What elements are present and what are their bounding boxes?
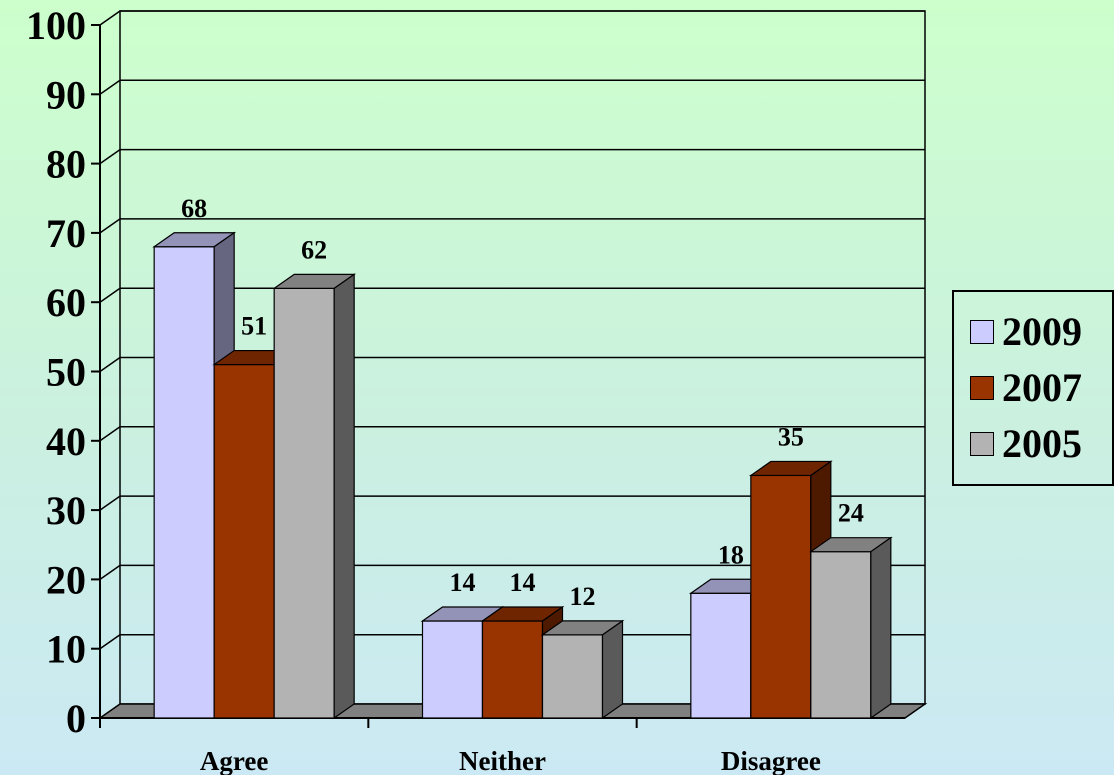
bar — [690, 592, 752, 719]
legend-swatch-2005 — [970, 432, 994, 456]
gridline — [99, 10, 925, 26]
bar — [273, 287, 335, 719]
x-tick-label: Neither — [459, 746, 546, 775]
gridline — [99, 79, 925, 95]
y-tick-label: 70 — [46, 211, 86, 256]
legend-swatch-2007 — [970, 376, 994, 400]
y-tick-label: 80 — [46, 142, 86, 187]
gridline — [99, 633, 925, 650]
y-tick-label: 20 — [46, 557, 86, 602]
bar-side — [333, 273, 355, 720]
bar — [810, 551, 872, 719]
y-tick-label: 30 — [46, 488, 86, 533]
bar — [541, 634, 604, 719]
data-label: 68 — [181, 194, 207, 223]
data-label: 24 — [838, 499, 864, 528]
bar — [421, 620, 484, 719]
y-tick-label: 60 — [46, 280, 86, 325]
gridline — [99, 495, 925, 511]
data-label: 51 — [241, 312, 267, 341]
legend-item-2005: 2005 — [970, 422, 1082, 466]
y-tick-label: 50 — [46, 350, 86, 395]
data-label: 62 — [301, 235, 327, 264]
bar — [750, 474, 812, 719]
y-tick-label: 10 — [46, 627, 86, 672]
legend-swatch-2009 — [970, 320, 994, 344]
gridline — [99, 426, 925, 442]
bar — [213, 363, 275, 719]
gridline — [99, 564, 925, 581]
gridline — [99, 287, 925, 303]
data-label: 12 — [570, 582, 596, 611]
legend-label-2005: 2005 — [1002, 421, 1082, 466]
legend-label-2007: 2007 — [1002, 365, 1082, 410]
data-label: 14 — [450, 568, 476, 597]
legend-item-2009: 2009 — [970, 310, 1082, 354]
y-tick-label: 40 — [46, 419, 86, 464]
gridline — [99, 148, 925, 165]
data-label: 18 — [718, 540, 744, 569]
gridline — [99, 356, 925, 373]
bar-side — [870, 536, 892, 720]
data-label: 14 — [510, 568, 536, 597]
legend-label-2009: 2009 — [1002, 309, 1082, 354]
y-tick-label: 0 — [66, 696, 86, 741]
x-tick-label: Disagree — [721, 746, 821, 775]
y-tick-label: 100 — [26, 3, 86, 48]
bar-side — [601, 619, 624, 720]
data-label: 35 — [778, 422, 804, 451]
chart-legend: 2009 2007 2005 — [952, 290, 1114, 486]
legend-item-2007: 2007 — [970, 366, 1082, 410]
x-tick-label: Agree — [200, 746, 268, 775]
bar — [481, 620, 544, 719]
y-tick-label: 90 — [46, 72, 86, 117]
bar — [153, 246, 215, 719]
gridline — [99, 218, 925, 234]
